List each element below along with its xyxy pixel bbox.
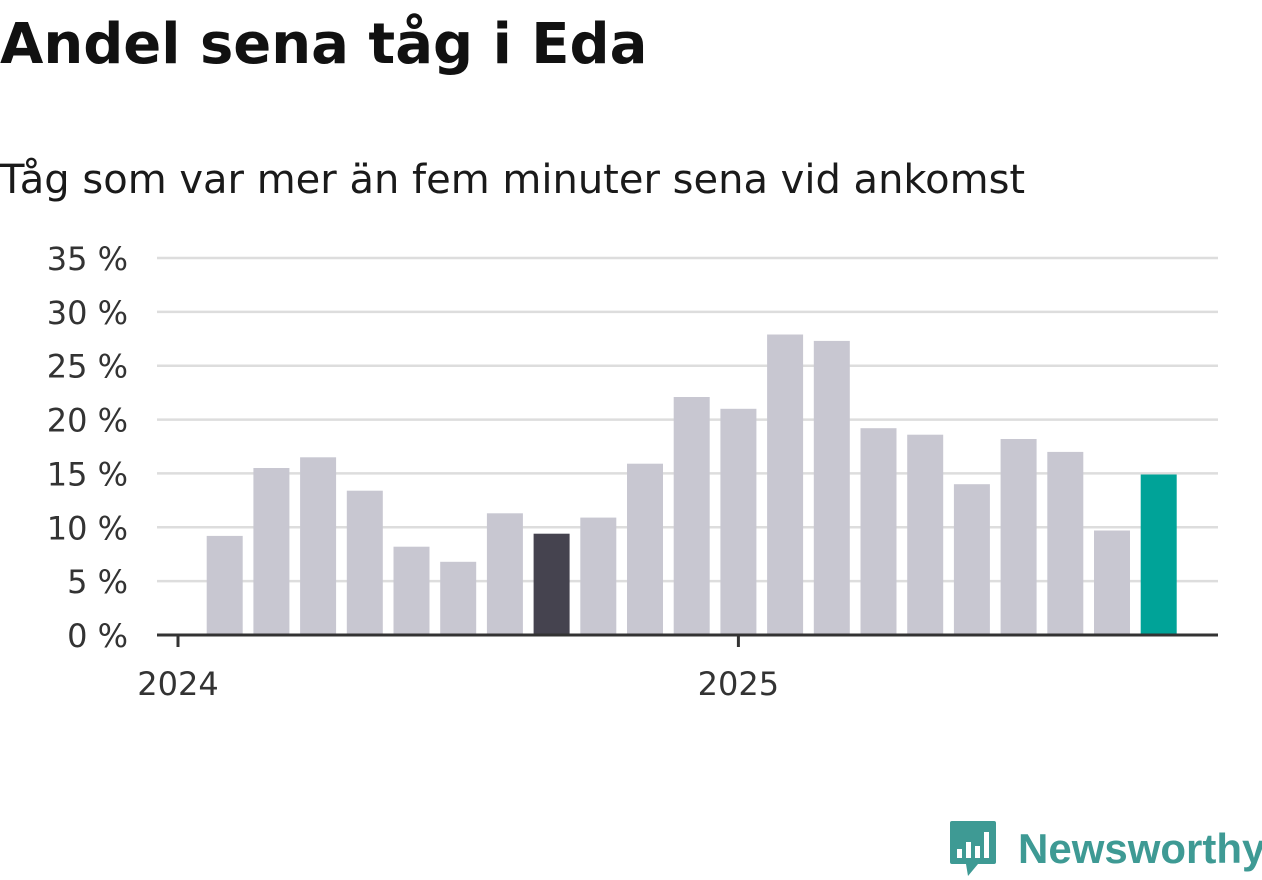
bar bbox=[1000, 439, 1037, 635]
y-tick-label: 35 % bbox=[47, 240, 128, 278]
tick-labels: 0 % 5 % 10 % 15 % 20 % 25 % 30 % 35 % 2024 2025 bbox=[47, 240, 779, 703]
bar bbox=[393, 546, 430, 635]
bar bbox=[907, 434, 944, 635]
bar bbox=[627, 463, 663, 635]
x-tick-label: 2024 bbox=[137, 665, 218, 703]
bar bbox=[673, 397, 710, 635]
y-tick-label: 20 % bbox=[47, 402, 128, 440]
bar bbox=[1094, 530, 1130, 635]
y-tick-label: 5 % bbox=[67, 563, 128, 601]
bar bbox=[206, 535, 243, 635]
bar bbox=[533, 533, 570, 635]
chart-subtitle: Tåg som var mer än fem minuter sena vid … bbox=[0, 157, 1026, 203]
x-tick-label: 2025 bbox=[698, 665, 779, 703]
y-tick-label: 15 % bbox=[47, 455, 128, 493]
bars bbox=[206, 334, 1177, 635]
bar bbox=[300, 457, 337, 635]
bar bbox=[346, 490, 383, 635]
bar bbox=[440, 561, 477, 635]
chart-title: Andel sena tåg i Eda bbox=[0, 12, 648, 77]
bar bbox=[1047, 451, 1084, 635]
y-tick-label: 0 % bbox=[67, 617, 128, 655]
bar bbox=[720, 408, 757, 635]
bar bbox=[1140, 474, 1177, 635]
bar bbox=[953, 484, 990, 635]
bar bbox=[486, 513, 523, 635]
y-tick-label: 30 % bbox=[47, 294, 128, 332]
bar bbox=[767, 334, 804, 635]
brand-logo: Newsworthy bbox=[948, 818, 1262, 880]
brand-name: Newsworthy bbox=[1018, 825, 1262, 872]
newsworthy-logo-icon bbox=[950, 821, 996, 876]
y-tick-label: 25 % bbox=[47, 348, 128, 386]
bar bbox=[860, 428, 897, 635]
bar bbox=[253, 468, 290, 635]
y-tick-label: 10 % bbox=[47, 509, 128, 547]
bar bbox=[813, 340, 850, 635]
axes bbox=[157, 633, 1218, 647]
bar bbox=[580, 517, 617, 635]
